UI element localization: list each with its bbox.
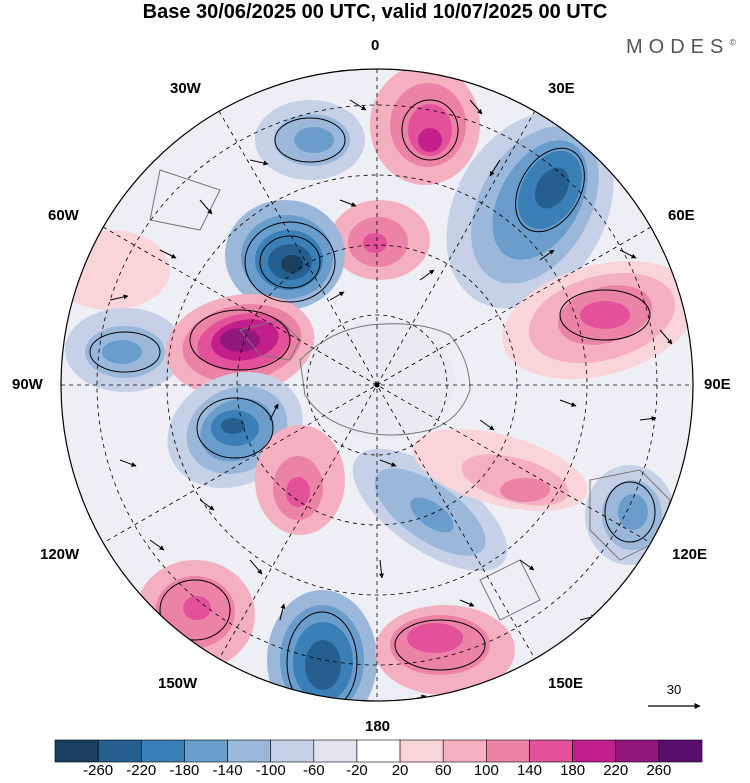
lon-label-120w: 120W <box>40 546 80 563</box>
lon-label-60e: 60E <box>668 207 695 224</box>
colorbar-tick-label: -20 <box>346 762 368 779</box>
brand-text: MODES <box>626 36 730 58</box>
lon-label-30w: 30W <box>170 80 201 97</box>
lon-label-90w: 90W <box>12 376 43 393</box>
wind-vectors <box>109 99 673 701</box>
colorbar-tick-label: -100 <box>255 762 286 779</box>
colorbar-tick-label: 140 <box>516 762 542 779</box>
colorbar-swatch <box>356 739 401 763</box>
colorbar-tick-label: 20 <box>391 762 409 779</box>
colorbar-tick-label: -260 <box>83 762 114 779</box>
chart-title: Base 30/06/2025 00 UTC, valid 10/07/2025… <box>142 1 608 23</box>
colorbar-swatch <box>313 739 358 763</box>
colorbar-tick-label: 180 <box>560 762 586 779</box>
lon-label-0: 0 <box>371 37 380 54</box>
colorbar-swatch <box>97 739 142 763</box>
colorbar-tick-label: 60 <box>434 762 452 779</box>
lon-label-180: 180 <box>365 718 391 735</box>
brand-mark: © <box>729 37 736 48</box>
reference-vector-label: 30 <box>667 682 681 697</box>
colorbar-swatch <box>140 739 185 763</box>
colorbar-swatch <box>529 739 573 763</box>
colorbar-swatch <box>184 739 228 763</box>
colorbar-swatch <box>486 739 530 763</box>
anomaly-fields <box>61 69 693 701</box>
colorbar-swatch <box>442 739 487 763</box>
colorbar-swatch <box>572 739 617 763</box>
lon-label-120e: 120E <box>672 546 708 563</box>
brand-logo: MODES© <box>626 36 736 59</box>
lon-label-30e: 30E <box>548 80 575 97</box>
streamlines <box>89 99 656 701</box>
lon-label-90e: 90E <box>704 376 731 393</box>
colorbar-tick-label: 220 <box>603 762 629 779</box>
lon-label-60w: 60W <box>48 207 79 224</box>
lon-label-150e: 150E <box>548 675 584 692</box>
colorbar-tick-label: 260 <box>646 762 672 779</box>
colorbar-tick-label: 100 <box>473 762 499 779</box>
polar-map <box>61 69 693 701</box>
colorbar-swatch <box>658 739 703 763</box>
colorbar-swatch <box>615 739 660 763</box>
colorbar <box>54 739 703 763</box>
colorbar-swatch <box>399 739 444 763</box>
colorbar-tick-label: -180 <box>169 762 200 779</box>
colorbar-tick-label: -140 <box>212 762 243 779</box>
colorbar-swatch <box>227 739 271 763</box>
colorbar-swatch <box>54 739 99 763</box>
colorbar-swatch <box>270 739 315 763</box>
colorbar-tick-label: -220 <box>126 762 157 779</box>
colorbar-tick-label: -60 <box>302 762 325 779</box>
map-border <box>60 68 694 702</box>
lon-label-150w: 150W <box>158 675 198 692</box>
